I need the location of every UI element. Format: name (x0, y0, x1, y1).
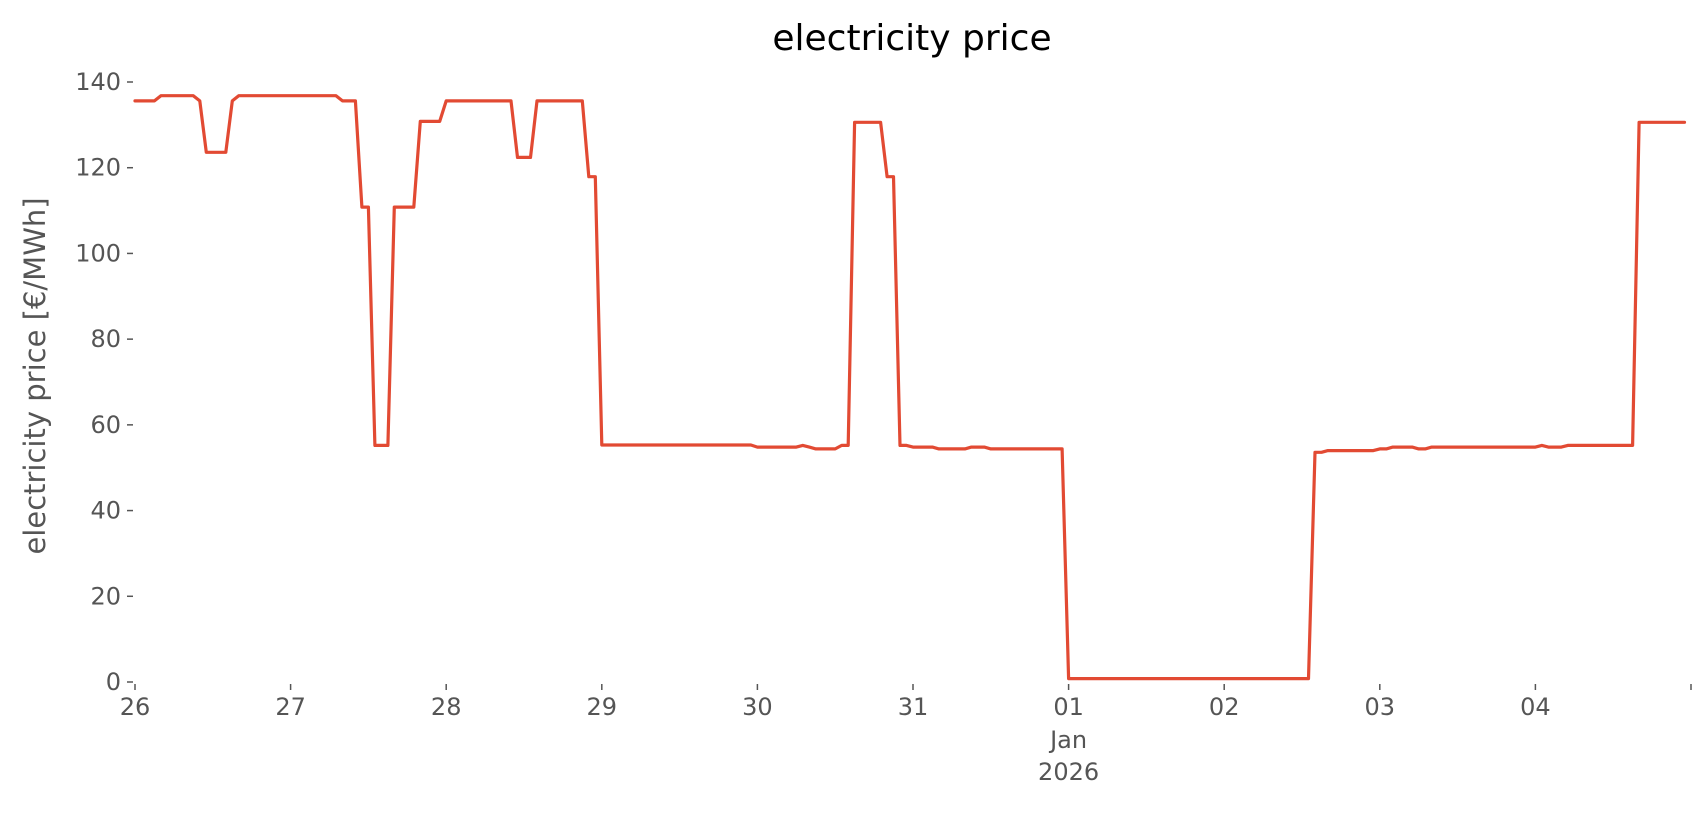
y-tick-label: 120 (75, 154, 121, 182)
y-tick-label: 100 (75, 239, 121, 267)
y-tick-label: 140 (75, 68, 121, 96)
plot-area (133, 94, 1687, 681)
x-tick-label: 31 (898, 693, 929, 721)
y-tick-label: 60 (90, 411, 121, 439)
y-tick-label: 40 (90, 497, 121, 525)
x-tick-label: 28 (431, 693, 462, 721)
y-axis: 0 20 40 60 80 100 120 140 (75, 68, 133, 696)
x-tick-label: 30 (742, 693, 773, 721)
y-tick-label: 20 (90, 582, 121, 610)
x-tick-label: 04 (1520, 693, 1551, 721)
y-axis-label: electricity price [€/MWh] (18, 197, 52, 554)
y-tick-label: 0 (106, 668, 121, 696)
x-tick-label: 02 (1209, 693, 1240, 721)
x-tick-label: 03 (1365, 693, 1396, 721)
x-axis: 26 27 28 29 30 31 01 Jan 2026 02 03 04 (120, 684, 1692, 786)
x-tick-sublabel: 2026 (1038, 758, 1099, 786)
x-tick-label: 01 (1053, 693, 1084, 721)
y-tick-label: 80 (90, 325, 121, 353)
x-tick-label: 27 (275, 693, 306, 721)
x-tick-label: 26 (120, 693, 151, 721)
x-tick-sublabel: Jan (1048, 726, 1087, 754)
series-line-1 (133, 94, 1687, 681)
chart-title: electricity price (772, 18, 1051, 59)
x-tick-label: 29 (587, 693, 618, 721)
